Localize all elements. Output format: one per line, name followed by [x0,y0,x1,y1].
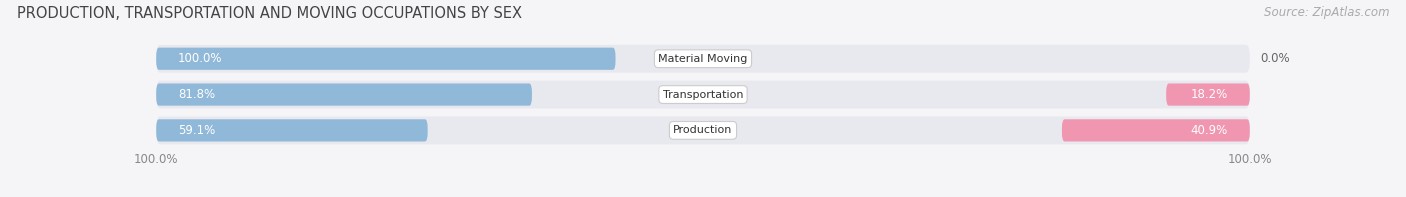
Text: Material Moving: Material Moving [658,54,748,64]
FancyBboxPatch shape [156,119,427,141]
Text: 100.0%: 100.0% [134,153,179,166]
FancyBboxPatch shape [1166,84,1250,106]
Text: 81.8%: 81.8% [179,88,215,101]
Text: Transportation: Transportation [662,90,744,99]
FancyBboxPatch shape [1062,119,1250,141]
Text: 100.0%: 100.0% [179,52,222,65]
Text: 59.1%: 59.1% [179,124,215,137]
Text: 18.2%: 18.2% [1191,88,1227,101]
FancyBboxPatch shape [156,84,531,106]
Text: Source: ZipAtlas.com: Source: ZipAtlas.com [1264,6,1389,19]
Text: 40.9%: 40.9% [1191,124,1227,137]
Text: 100.0%: 100.0% [1227,153,1272,166]
FancyBboxPatch shape [156,81,1250,109]
FancyBboxPatch shape [156,116,1250,144]
FancyBboxPatch shape [156,48,616,70]
Text: Production: Production [673,125,733,135]
FancyBboxPatch shape [156,45,1250,73]
Text: PRODUCTION, TRANSPORTATION AND MOVING OCCUPATIONS BY SEX: PRODUCTION, TRANSPORTATION AND MOVING OC… [17,6,522,21]
Text: 0.0%: 0.0% [1261,52,1291,65]
